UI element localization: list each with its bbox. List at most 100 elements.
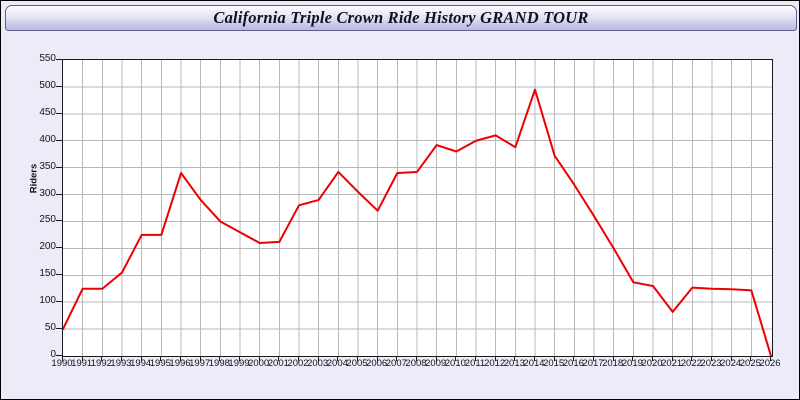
y-axis-tick-label: 300 — [39, 187, 56, 199]
y-axis-tick-label: 250 — [39, 214, 56, 226]
x-axis-tick-label: 2013 — [503, 358, 525, 369]
grid-lines — [63, 60, 772, 356]
y-axis-tick-mark — [56, 328, 62, 330]
x-axis-tick-mark — [357, 356, 358, 361]
y-axis-tick-mark — [56, 139, 62, 141]
x-axis-tick-mark — [376, 356, 378, 361]
x-axis-tick-label: 2003 — [307, 358, 329, 369]
y-axis-tick-label: 550 — [39, 53, 56, 64]
y-axis-tick-mark — [56, 220, 62, 222]
x-axis-tick-label: 2019 — [621, 358, 643, 369]
x-axis-tick-label: 1999 — [228, 358, 250, 369]
x-axis-tick-mark — [298, 356, 299, 361]
y-axis-tick-mark — [56, 247, 62, 249]
y-axis-tick-mark — [56, 166, 62, 168]
x-axis-tick-label: 2007 — [385, 358, 407, 369]
x-axis-tick-label: 2004 — [326, 358, 348, 369]
title-bar: California Triple Crown Ride History GRA… — [5, 5, 797, 31]
x-axis-tick-label: 2000 — [248, 358, 270, 369]
y-axis-tick-label: 450 — [39, 106, 56, 118]
x-axis-tick-mark — [671, 356, 673, 361]
x-axis-tick-mark — [593, 356, 594, 361]
x-axis-tick-label: 2015 — [543, 358, 565, 369]
x-axis-tick-label: 1993 — [110, 358, 132, 369]
x-axis-tick-label: 2002 — [287, 358, 309, 369]
y-axis-tick-mark — [56, 301, 62, 303]
x-axis-tick-label: 2011 — [464, 358, 486, 369]
x-axis-tick-mark — [180, 356, 181, 361]
x-axis-tick-label: 1996 — [169, 358, 191, 369]
x-axis-tick-label: 2005 — [346, 358, 368, 369]
x-axis-tick-label: 2009 — [425, 358, 447, 369]
x-axis-tick-mark — [750, 356, 752, 361]
x-axis-tick-label: 2021 — [661, 358, 683, 369]
x-axis-tick-label: 1991 — [71, 358, 93, 369]
x-axis-tick-mark — [258, 356, 260, 361]
x-axis-tick-label: 2023 — [700, 358, 722, 369]
page-title: California Triple Crown Ride History GRA… — [213, 8, 589, 27]
x-axis-tick-mark — [140, 356, 142, 361]
x-axis-tick-mark — [101, 356, 103, 361]
x-axis-tick-label: 2024 — [720, 358, 742, 369]
x-axis-tick-mark — [317, 356, 319, 361]
x-axis-tick-label: 2010 — [444, 358, 466, 369]
y-axis-tick-labels: 0 50 100 150 200 250 300 350 400 450 500 550 — [11, 1, 56, 399]
x-axis-tick-mark — [612, 356, 614, 361]
x-axis-tick-label: 2001 — [267, 358, 289, 369]
x-axis-tick-mark — [475, 356, 476, 361]
x-axis-tick-mark — [553, 356, 555, 361]
x-axis-tick-mark — [632, 356, 634, 361]
y-axis-tick-mark — [56, 274, 62, 276]
y-axis-tick-label: 400 — [39, 133, 56, 145]
x-axis-tick-mark — [160, 356, 162, 361]
x-axis-tick-mark — [770, 356, 771, 361]
x-axis-tick-mark — [239, 356, 240, 361]
x-axis-tick-label: 1994 — [130, 358, 152, 369]
x-axis-tick-mark — [81, 356, 83, 361]
x-axis-tick-label: 2014 — [523, 358, 545, 369]
x-axis-tick-mark — [62, 356, 63, 361]
y-axis-tick-label: 100 — [39, 295, 56, 307]
y-axis-tick-label: 150 — [39, 268, 56, 280]
y-axis-tick-label: 500 — [39, 79, 56, 91]
y-axis-tick-label: 0 — [50, 349, 56, 360]
x-axis-tick-mark — [199, 356, 201, 361]
y-axis-tick-mark — [56, 85, 62, 87]
x-axis-tick-mark — [121, 356, 122, 361]
x-axis-tick-mark — [514, 356, 516, 361]
x-axis-tick-label: 2026 — [759, 358, 781, 369]
x-axis-tick-mark — [652, 356, 653, 361]
x-axis-tick-label: 2025 — [739, 358, 761, 369]
x-axis-tick-label: 2012 — [484, 358, 506, 369]
x-axis-tick-mark — [435, 356, 437, 361]
x-axis-tick-label: 2017 — [582, 358, 604, 369]
x-axis-tick-label: 2022 — [680, 358, 702, 369]
x-axis-tick-mark — [534, 356, 535, 361]
x-axis-tick-mark — [416, 356, 417, 361]
y-axis-tick-label: 350 — [39, 160, 56, 172]
y-axis-tick-mark — [56, 355, 62, 356]
series-riders — [63, 88, 772, 356]
x-axis-tick-label: 2016 — [562, 358, 584, 369]
x-axis-tick-mark — [278, 356, 280, 361]
x-axis-tick-label: 1998 — [208, 358, 230, 369]
y-axis-tick-mark — [56, 59, 62, 60]
x-axis-tick-mark — [219, 356, 221, 361]
x-axis-tick-mark — [337, 356, 339, 361]
x-axis-tick-label: 2008 — [405, 358, 427, 369]
y-axis-tick-label: 200 — [39, 241, 56, 253]
data-series-line — [63, 88, 772, 356]
y-axis-tick-mark — [56, 193, 62, 195]
x-axis-tick-label: 2018 — [602, 358, 624, 369]
x-axis-tick-mark — [691, 356, 693, 361]
y-axis-tick-mark — [56, 112, 62, 114]
plot-area — [62, 59, 773, 357]
y-axis-tick-label: 50 — [44, 322, 56, 334]
x-axis-tick-label: 1997 — [189, 358, 211, 369]
x-axis-tick-mark — [730, 356, 732, 361]
x-axis-tick-mark — [396, 356, 398, 361]
x-axis-tick-mark — [573, 356, 575, 361]
x-axis-tick-label: 1990 — [51, 358, 73, 369]
